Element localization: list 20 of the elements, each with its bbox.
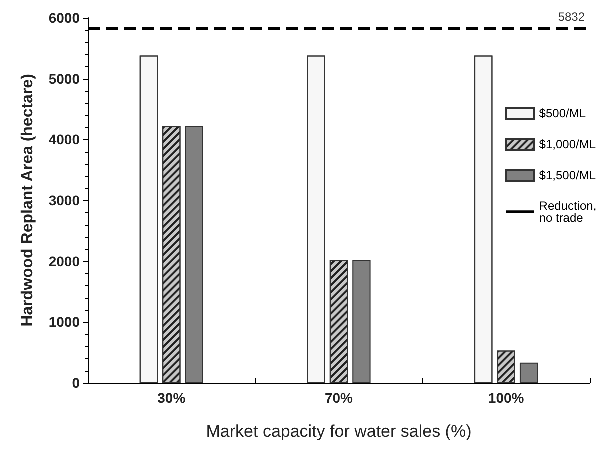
y-tick-label: 2000 (48, 253, 80, 270)
bar (520, 362, 538, 383)
y-tick-label: 0 (72, 375, 80, 391)
y-axis-title: Hardwood Replant Area (hectare) (20, 74, 36, 327)
x-tick-label: 100% (488, 390, 525, 406)
annotation: 5832 (558, 10, 586, 24)
x-tick-label: 70% (324, 390, 354, 406)
legend-label: $1,000/ML (539, 138, 596, 152)
y-tick-label: 1000 (48, 314, 80, 330)
y-tick-label: 3000 (48, 192, 80, 208)
y-tick-label: 5000 (48, 70, 80, 87)
legend-label: $500/ML (539, 106, 586, 120)
x-axis-title: Market capacity for water sales (%) (206, 422, 472, 441)
legend-label: $1,500/ML (539, 168, 596, 182)
legend-label: Reduction, no trade (539, 199, 600, 225)
y-tick-label: 4000 (48, 132, 80, 148)
bar (185, 126, 204, 383)
x-tick-label: 30% (158, 390, 186, 406)
y-tick-label: 6000 (48, 10, 80, 26)
bar (352, 260, 371, 383)
